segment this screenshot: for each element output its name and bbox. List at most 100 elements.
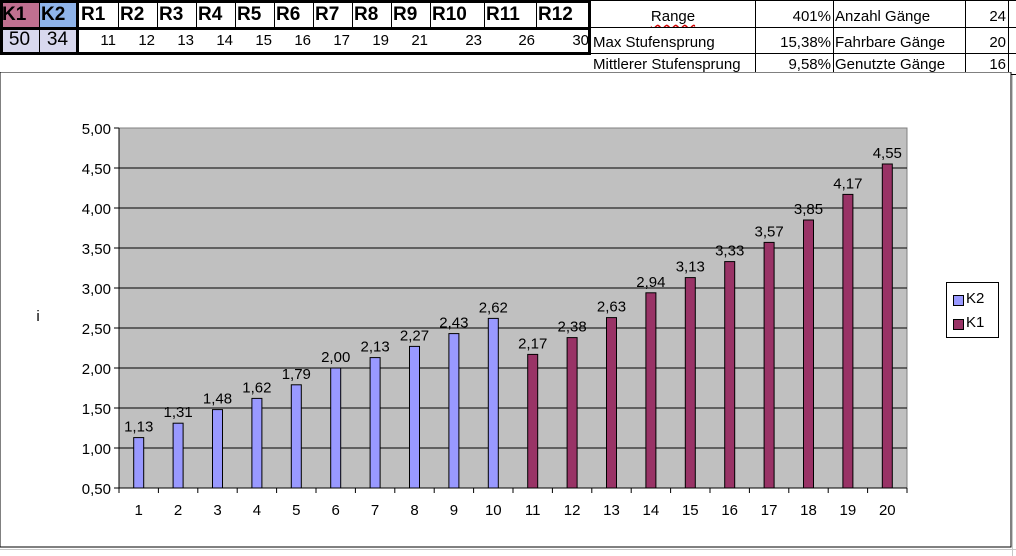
sprocket-value-r5[interactable]: 15 — [255, 32, 272, 49]
k1-header[interactable]: K1 — [0, 2, 39, 28]
sprocket-value-r11[interactable]: 26 — [518, 32, 535, 49]
gear-label-anzahl[interactable]: Anzahl Gänge — [835, 8, 931, 25]
sprocket-header-r3[interactable]: R3 — [159, 4, 184, 25]
sprocket-header-r8[interactable]: R8 — [354, 4, 379, 25]
sprocket-header-r7[interactable]: R7 — [315, 4, 340, 25]
sprocket-value-r3[interactable]: 13 — [177, 32, 194, 49]
x-tick-label: 19 — [840, 502, 857, 519]
gear-value-anzahl[interactable]: 24 — [989, 8, 1006, 25]
sprocket-header-r12[interactable]: R12 — [538, 4, 573, 25]
k1-value[interactable]: 50 — [0, 28, 39, 52]
sheet-col-line — [157, 0, 158, 28]
bar-k2[interactable] — [290, 384, 302, 489]
sprocket-header-r9[interactable]: R9 — [393, 4, 418, 25]
sprocket-value-r10[interactable]: 23 — [465, 32, 482, 49]
y-tick-label: 4,00 — [82, 201, 111, 218]
data-labels: 1,13 1,31 1,48 1,62 1,79 2,00 2,13 2,27 2,43 2,62… — [124, 145, 902, 436]
stat-label-range[interactable]: Range — [650, 8, 696, 25]
bar-k2[interactable] — [251, 397, 263, 489]
sprocket-value-r8[interactable]: 19 — [372, 32, 389, 49]
data-label: 2,00 — [321, 349, 350, 366]
sheet-col-line — [391, 0, 392, 28]
bar-k2[interactable] — [409, 345, 420, 489]
chart-legend[interactable]: K2 K1 — [946, 282, 999, 338]
stats-line — [591, 27, 1016, 28]
bar-k2[interactable] — [133, 437, 145, 489]
gear-label-fahrbare[interactable]: Fahrbare Gänge — [835, 34, 946, 51]
bar-k1[interactable] — [842, 193, 854, 489]
gear-value-fahrbare[interactable]: 20 — [989, 34, 1006, 51]
sheet-col-line — [39, 0, 40, 54]
data-label: 4,55 — [873, 145, 902, 162]
stat-value-max-stufensprung[interactable]: 15,38% — [780, 34, 831, 51]
data-label: 2,38 — [557, 319, 586, 336]
stat-value-range[interactable]: 401% — [792, 8, 831, 25]
sheet-col-line — [484, 0, 485, 28]
x-tick-label: 1 — [135, 502, 143, 519]
sprocket-header-r1[interactable]: R1 — [81, 4, 106, 25]
y-axis: 0,50 1,00 1,50 2,00 2,50 3,00 3,50 4,00 4,50 5,00 — [82, 121, 120, 498]
sheet-col-line — [274, 0, 275, 28]
sheet-border-right — [588, 0, 591, 55]
sprocket-header-r5[interactable]: R5 — [237, 4, 262, 25]
data-label: 1,62 — [242, 379, 271, 396]
bar-k1[interactable] — [881, 163, 893, 489]
stat-label-max-stufensprung[interactable]: Max Stufensprung — [593, 34, 715, 51]
bar-k1[interactable] — [606, 317, 617, 489]
sprocket-header-r4[interactable]: R4 — [198, 4, 223, 25]
x-tick-label: 5 — [292, 502, 300, 519]
bar-k2[interactable] — [487, 317, 499, 489]
x-tick-label: 20 — [879, 502, 896, 519]
k2-value[interactable]: 34 — [39, 28, 76, 52]
bar-k1[interactable] — [566, 337, 578, 489]
stat-label-mittlerer-stufensprung[interactable]: Mittlerer Stufensprung — [593, 56, 741, 73]
gear-ratio-chart[interactable]: 1,13 1,31 1,48 1,62 1,79 2,00 2,13 2,27 2,43 2,62… — [0, 72, 1012, 548]
data-label: 1,48 — [203, 391, 232, 408]
x-tick-label: 8 — [410, 502, 418, 519]
bar-k2[interactable] — [212, 409, 223, 489]
k2-header[interactable]: K2 — [39, 2, 76, 28]
data-label: 2,27 — [400, 327, 429, 344]
bar-k1[interactable] — [724, 261, 736, 489]
sheet-grid — [0, 549, 1016, 550]
x-tick-label: 4 — [253, 502, 261, 519]
y-tick-label: 1,00 — [82, 441, 111, 458]
legend-label-k1: K1 — [966, 314, 985, 331]
sprocket-value-r1[interactable]: 11 — [100, 32, 116, 49]
x-tick-label: 9 — [450, 502, 458, 519]
sheet-col-line — [235, 0, 236, 28]
sprocket-header-r6[interactable]: R6 — [276, 4, 301, 25]
x-tick-label: 15 — [682, 502, 699, 519]
x-tick-label: 2 — [174, 502, 182, 519]
x-tick-label: 17 — [761, 502, 778, 519]
sprocket-value-r4[interactable]: 14 — [216, 32, 233, 49]
bar-k1[interactable] — [684, 277, 696, 489]
grid-lines — [119, 167, 907, 449]
bar-k1[interactable] — [527, 353, 539, 489]
sprocket-value-r2[interactable]: 12 — [138, 32, 155, 49]
bar-k1[interactable] — [803, 219, 814, 489]
data-label: 2,17 — [518, 335, 547, 352]
sprocket-header-r2[interactable]: R2 — [120, 4, 145, 25]
gear-label-genutzte[interactable]: Genutzte Gänge — [835, 56, 946, 73]
sprocket-header-r11[interactable]: R11 — [486, 4, 520, 25]
x-tick-label: 18 — [800, 502, 817, 519]
y-tick-label: 1,50 — [82, 401, 111, 418]
stat-value-mittlerer-stufensprung[interactable]: 9,58% — [788, 56, 831, 73]
bar-k2[interactable] — [172, 422, 184, 489]
sprocket-value-r6[interactable]: 16 — [294, 32, 311, 49]
bar-k2[interactable] — [369, 357, 381, 489]
gear-value-genutzte[interactable]: 16 — [989, 56, 1006, 73]
sprocket-value-r9[interactable]: 21 — [411, 32, 428, 49]
legend-swatch-k2 — [953, 295, 964, 306]
bar-k2[interactable] — [448, 333, 460, 489]
x-tick-label: 11 — [525, 502, 541, 519]
sprocket-value-r7[interactable]: 17 — [333, 32, 350, 49]
sprocket-value-r12[interactable]: 30 — [572, 32, 589, 49]
bar-k1[interactable] — [645, 292, 657, 489]
data-label: 3,57 — [754, 223, 783, 240]
sprocket-header-r10[interactable]: R10 — [432, 4, 467, 25]
y-tick-label: 3,00 — [82, 281, 111, 298]
bar-k1[interactable] — [763, 241, 775, 489]
bar-k2[interactable] — [330, 367, 342, 489]
